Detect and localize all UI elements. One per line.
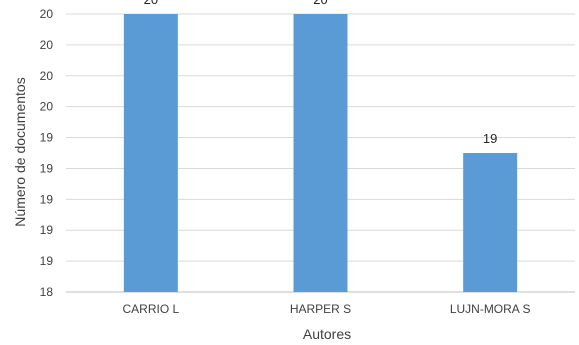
x-tick-label: LUJN-MORA S bbox=[450, 302, 531, 316]
y-tick-label: 20 bbox=[40, 100, 54, 114]
bar bbox=[123, 14, 178, 292]
y-tick-label: 19 bbox=[40, 161, 54, 175]
bar bbox=[463, 153, 518, 292]
y-tick-label: 20 bbox=[40, 69, 54, 83]
y-tick-label: 20 bbox=[40, 38, 54, 52]
y-tick-label: 19 bbox=[40, 223, 54, 237]
bar bbox=[293, 14, 348, 292]
x-tick-label: HARPER S bbox=[290, 302, 351, 316]
data-label: 20 bbox=[313, 0, 327, 7]
y-tick-label: 19 bbox=[40, 131, 54, 145]
x-axis-title: Autores bbox=[303, 326, 351, 342]
data-label: 20 bbox=[144, 0, 158, 7]
y-tick-label: 19 bbox=[40, 192, 54, 206]
y-tick-label: 18 bbox=[40, 285, 54, 299]
labels: 18 19 19 19 19 19 20 20 20 20 20 CARRIO L 20 HARPER S… bbox=[40, 0, 531, 316]
data-label: 19 bbox=[483, 131, 497, 146]
x-tick-label: CARRIO L bbox=[122, 302, 179, 316]
bars bbox=[123, 14, 518, 292]
y-tick-label: 20 bbox=[40, 7, 54, 21]
y-axis-title: Número de documentos bbox=[12, 77, 28, 226]
y-tick-label: 19 bbox=[40, 254, 54, 268]
